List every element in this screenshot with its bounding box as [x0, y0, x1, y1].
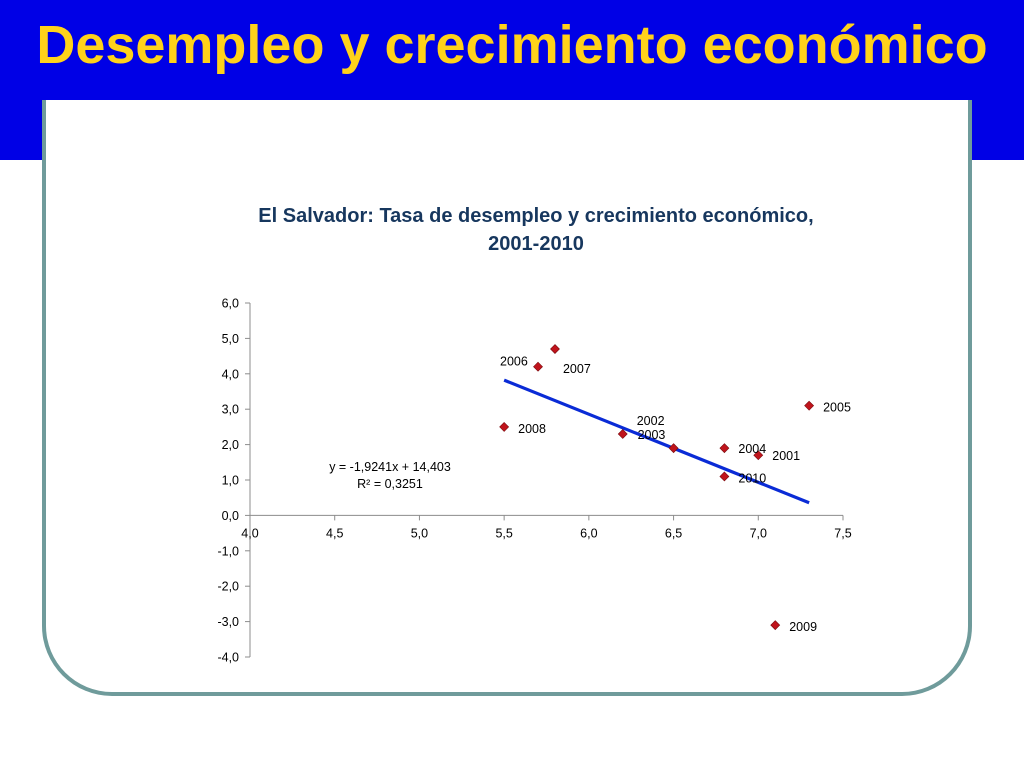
- data-point: [719, 471, 730, 482]
- y-tick-label: 4,0: [222, 367, 239, 381]
- point-label: 2008: [518, 422, 546, 436]
- data-point: [753, 450, 764, 461]
- y-tick-label: 6,0: [222, 297, 239, 311]
- y-tick-label: 1,0: [222, 474, 239, 488]
- y-tick-label: 3,0: [222, 403, 239, 417]
- data-points: [499, 344, 815, 631]
- x-tick-label: 7,5: [834, 526, 851, 540]
- point-label: 2003: [638, 428, 666, 442]
- point-label: 2004: [738, 442, 766, 456]
- point-label: 2002: [637, 414, 665, 428]
- y-tick-label: 5,0: [222, 332, 239, 346]
- x-tick-label: 6,0: [580, 526, 597, 540]
- chart-axes: 6,0 5,0 4,0 3,0 2,0 1,0 0,0 -1,0 -2,0 -3,0 -4,0 4,0…: [217, 297, 851, 665]
- data-point: [499, 421, 510, 432]
- y-tick-label: -4,0: [217, 651, 239, 665]
- data-point: [770, 620, 781, 631]
- data-point: [804, 400, 815, 411]
- slide-frame: [42, 100, 972, 696]
- x-tick-label: 5,5: [495, 526, 512, 540]
- data-point: [668, 443, 679, 454]
- x-tick-label: 4,0: [241, 526, 258, 540]
- point-label: 2006: [500, 355, 528, 369]
- trendline-group: [503, 378, 810, 505]
- x-tick-label: 7,0: [750, 526, 767, 540]
- point-label: 2005: [823, 401, 851, 415]
- x-tick-label: 5,0: [411, 526, 428, 540]
- y-tick-label: 2,0: [222, 438, 239, 452]
- data-point: [533, 361, 543, 372]
- data-point: [719, 443, 730, 454]
- x-tick-label: 6,5: [665, 526, 682, 540]
- y-tick-label: -2,0: [217, 580, 239, 594]
- chart-title: El Salvador: Tasa de desempleo y crecimi…: [258, 205, 814, 255]
- point-label: 2007: [563, 362, 591, 376]
- data-point: [550, 344, 560, 354]
- slide-title: Desempleo y crecimiento económico: [36, 15, 988, 75]
- point-label: 2009: [789, 620, 817, 634]
- trendline-r2: R² = 0,3251: [357, 477, 423, 491]
- y-tick-label: -1,0: [217, 544, 239, 558]
- trendline-equation: y = -1,9241x + 14,403: [329, 460, 451, 474]
- y-tick-label: -3,0: [217, 615, 239, 629]
- point-label: 2010: [738, 471, 766, 485]
- trendline: [503, 378, 810, 505]
- y-tick-label: 0,0: [222, 509, 239, 523]
- data-point: [617, 429, 628, 439]
- x-tick-label: 4,5: [326, 526, 343, 540]
- point-label: 2001: [772, 449, 800, 463]
